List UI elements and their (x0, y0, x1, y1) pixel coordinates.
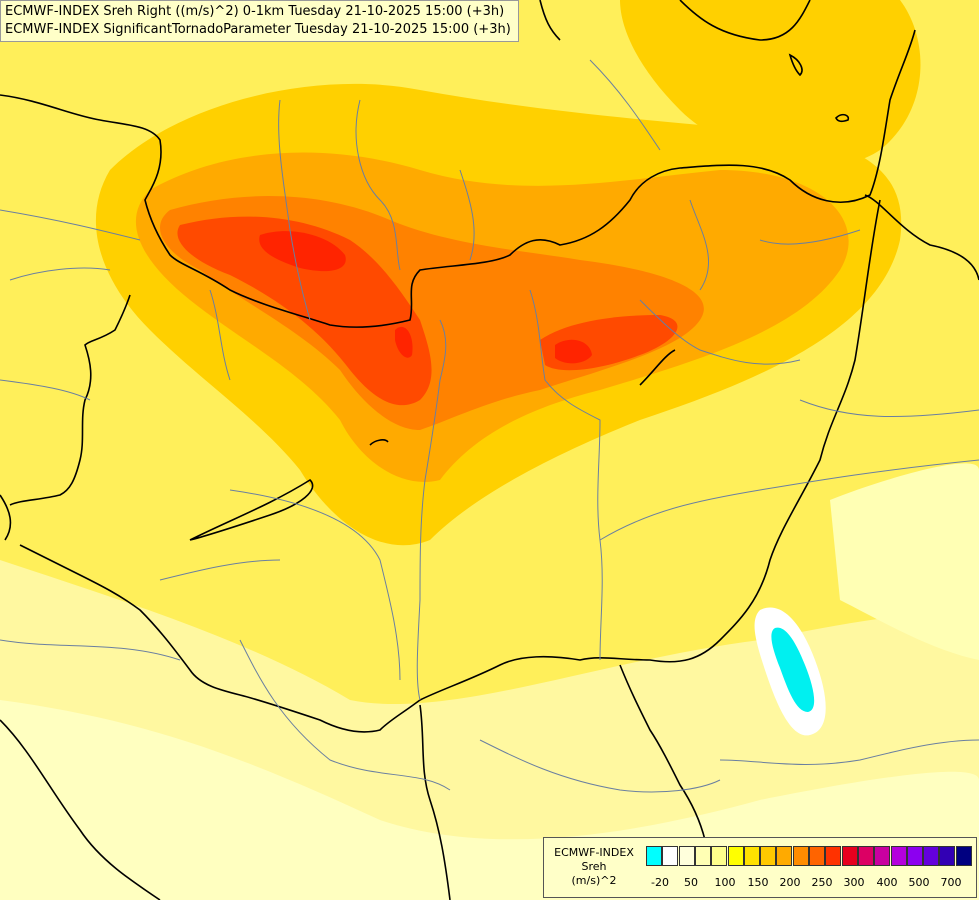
legend-swatch (646, 846, 662, 866)
legend-tick-label: 300 (843, 876, 865, 889)
legend-tick-label: 400 (876, 876, 898, 889)
legend-tick-label: -20 (651, 876, 669, 889)
negative-sreh-zone (771, 627, 815, 712)
map-title-box: ECMWF-INDEX Sreh Right ((m/s)^2) 0-1km T… (0, 0, 519, 42)
legend-title-source: ECMWF-INDEX (554, 846, 634, 859)
legend-tick-label: 50 (684, 876, 698, 889)
sreh-350-core-2 (395, 326, 413, 358)
legend-swatch (890, 846, 907, 866)
sreh-150-zone-north-east (620, 0, 921, 167)
sreh-300-zone (177, 216, 432, 406)
legend-ticks: -20 50 100 150 200 250 300 400 500 700 (646, 876, 976, 890)
legend-swatch (857, 846, 874, 866)
legend-title-variable: Sreh (581, 860, 607, 873)
sreh-350-core-3 (555, 339, 592, 364)
pale-zone-east (830, 463, 979, 660)
legend-swatch (760, 846, 777, 866)
legend-tick-label: 500 (908, 876, 930, 889)
legend-tick-label: 700 (940, 876, 962, 889)
regional-borders (0, 59, 979, 793)
title-line-stp: ECMWF-INDEX SignificantTornadoParameter … (5, 22, 511, 37)
legend-swatch (662, 846, 679, 866)
legend-title-unit: (m/s)^2 (571, 874, 617, 887)
legend-swatch (841, 846, 858, 866)
legend-swatch (906, 846, 923, 866)
title-line-sreh: ECMWF-INDEX Sreh Right ((m/s)^2) 0-1km T… (5, 4, 505, 19)
legend-tick-label: 100 (714, 876, 736, 889)
legend-title: ECMWF-INDEX Sreh (m/s)^2 (548, 846, 640, 888)
legend-swatch (809, 846, 825, 866)
legend-swatch (743, 846, 760, 866)
legend-swatch (694, 846, 711, 866)
legend-swatch (923, 846, 940, 866)
legend-swatch (825, 846, 842, 866)
legend-tick-label: 250 (811, 876, 833, 889)
legend-swatch (939, 846, 956, 866)
sreh-350-core (259, 231, 346, 272)
legend-swatch (874, 846, 891, 866)
legend-swatch (776, 846, 793, 866)
color-legend: ECMWF-INDEX Sreh (m/s)^2 -20 50 100 150 200 2… (543, 837, 977, 898)
legend-swatch (792, 846, 809, 866)
legend-swatch (727, 846, 744, 866)
legend-swatch (678, 846, 695, 866)
legend-swatch (711, 846, 728, 866)
legend-tick-label: 150 (747, 876, 769, 889)
legend-tick-label: 200 (779, 876, 801, 889)
legend-swatch (955, 846, 972, 866)
